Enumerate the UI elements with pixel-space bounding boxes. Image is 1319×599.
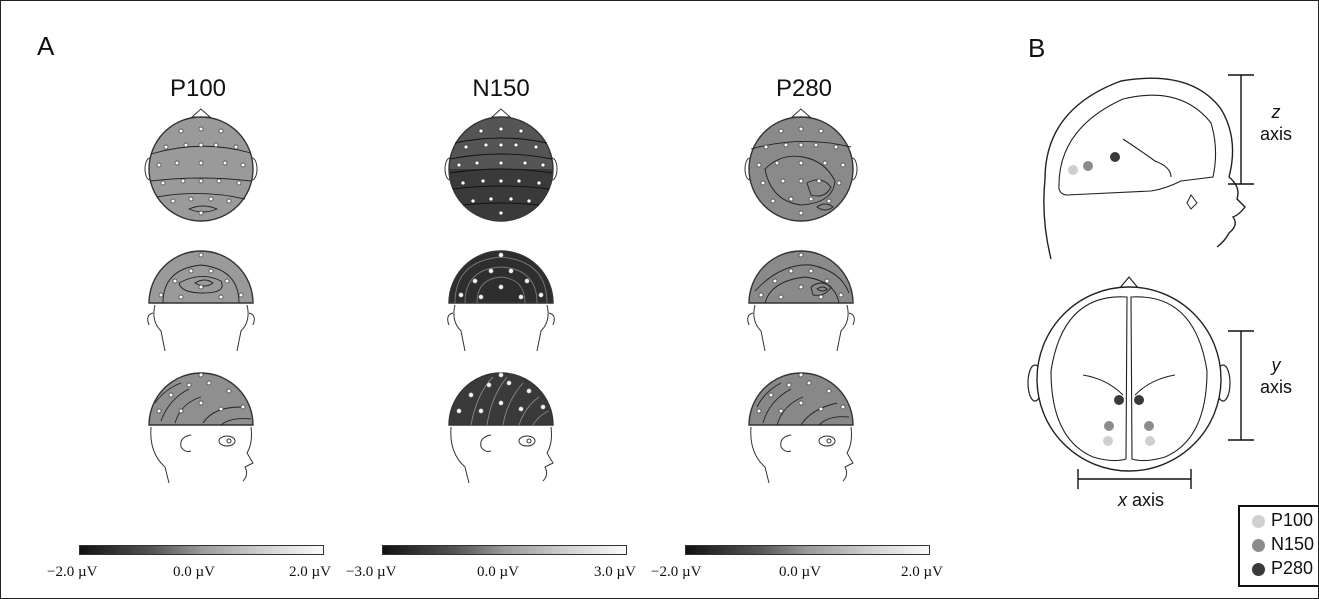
legend: P100 N150 P280 (1238, 505, 1318, 587)
y-axis-var: y (1271, 355, 1281, 375)
topomap-n150-top (444, 108, 558, 222)
y-axis-word: axis (1259, 377, 1292, 397)
y-axis-bracket (1228, 330, 1254, 441)
column-title-n150: N150 (472, 75, 530, 102)
dipole-p100-right (1145, 436, 1155, 446)
legend-item-p280: P280 (1240, 557, 1318, 581)
legend-dot-n150 (1252, 539, 1265, 552)
column-title-p100: P100 (169, 75, 227, 102)
topomap-p280-back (747, 250, 855, 352)
colorbar-p100 (79, 545, 324, 555)
dipole-p100-left (1103, 436, 1113, 446)
colorbar-p100-mid: 0.0 µV (173, 564, 215, 580)
dipole-p280-left (1114, 395, 1124, 405)
x-axis-label: x axis (1091, 489, 1191, 511)
colorbar-n150-max: 3.0 µV (594, 564, 636, 580)
z-axis-bracket (1228, 74, 1254, 185)
x-axis-word: axis (1132, 490, 1165, 510)
topomap-n150-back (447, 250, 555, 352)
z-axis-var: z (1271, 102, 1281, 122)
topomap-p280-top (744, 108, 858, 222)
colorbar-p100-max: 2.0 µV (289, 564, 331, 580)
topomap-p100-back (147, 250, 255, 352)
topomap-p100-top (144, 108, 258, 222)
legend-label-p280: P280 (1271, 558, 1314, 578)
legend-item-n150: N150 (1240, 533, 1318, 557)
legend-label-n150: N150 (1271, 534, 1315, 554)
dipole-n150-right (1144, 421, 1154, 431)
head-sagittal-view (1043, 77, 1246, 260)
dipole-p100-sagittal (1068, 165, 1078, 175)
colorbar-p280-max: 2.0 µV (901, 564, 943, 580)
z-axis-word: axis (1259, 124, 1292, 144)
dipole-n150-left (1104, 421, 1114, 431)
colorbar-n150-mid: 0.0 µV (477, 564, 519, 580)
column-title-p280: P280 (775, 75, 833, 102)
legend-dot-p280 (1252, 563, 1265, 576)
colorbar-p280 (685, 545, 930, 555)
dipole-p280-sagittal (1110, 152, 1120, 162)
colorbar-p100-min: −2.0 µV (47, 564, 98, 580)
dipole-p280-right (1134, 395, 1144, 405)
z-axis-label: z axis (1246, 101, 1306, 145)
panel-b-label: B (1028, 33, 1046, 63)
head-axial-view (1027, 276, 1231, 472)
legend-dot-p100 (1252, 515, 1265, 528)
panel-a-label: A (37, 31, 55, 61)
topomap-p280-side (748, 372, 854, 484)
x-axis-bracket (1077, 469, 1192, 489)
colorbar-p280-min: −2.0 µV (651, 564, 702, 580)
legend-item-p100: P100 (1240, 509, 1318, 533)
colorbar-n150-min: −3.0 µV (346, 564, 397, 580)
legend-label-p100: P100 (1271, 510, 1314, 530)
topomap-n150-side (448, 372, 554, 484)
dipole-n150-sagittal (1083, 161, 1093, 171)
colorbar-p280-mid: 0.0 µV (779, 564, 821, 580)
topomap-p100-side (148, 372, 254, 484)
y-axis-label: y axis (1246, 354, 1306, 398)
colorbar-n150 (382, 545, 627, 555)
x-axis-var: x (1117, 490, 1127, 510)
